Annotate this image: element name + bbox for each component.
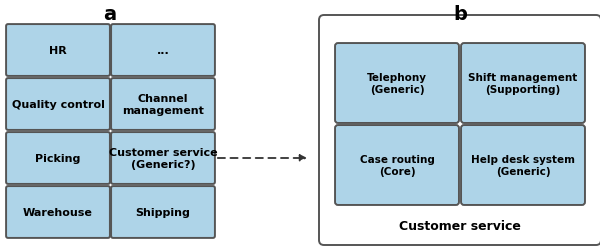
FancyBboxPatch shape (111, 186, 215, 238)
FancyBboxPatch shape (319, 16, 600, 245)
FancyBboxPatch shape (6, 186, 110, 238)
FancyBboxPatch shape (6, 132, 110, 184)
Text: Picking: Picking (35, 154, 80, 163)
Text: Telephony
(Generic): Telephony (Generic) (367, 73, 427, 94)
FancyBboxPatch shape (111, 79, 215, 130)
FancyBboxPatch shape (111, 132, 215, 184)
FancyBboxPatch shape (6, 79, 110, 130)
Text: Case routing
(Core): Case routing (Core) (359, 154, 434, 176)
Text: Quality control: Quality control (11, 100, 104, 110)
Text: Channel
management: Channel management (122, 94, 204, 115)
FancyBboxPatch shape (6, 25, 110, 76)
FancyBboxPatch shape (335, 44, 459, 124)
Text: Shift management
(Supporting): Shift management (Supporting) (469, 73, 578, 94)
Text: Customer service
(Generic?): Customer service (Generic?) (109, 148, 217, 169)
Text: Help desk system
(Generic): Help desk system (Generic) (471, 154, 575, 176)
FancyBboxPatch shape (111, 25, 215, 76)
Text: HR: HR (49, 46, 67, 56)
Text: Warehouse: Warehouse (23, 207, 93, 217)
FancyBboxPatch shape (335, 126, 459, 205)
Text: ...: ... (157, 46, 169, 56)
FancyBboxPatch shape (461, 126, 585, 205)
Text: b: b (453, 4, 467, 24)
Text: a: a (103, 4, 116, 24)
FancyBboxPatch shape (461, 44, 585, 124)
Text: Customer service: Customer service (399, 220, 521, 232)
Text: Shipping: Shipping (136, 207, 190, 217)
